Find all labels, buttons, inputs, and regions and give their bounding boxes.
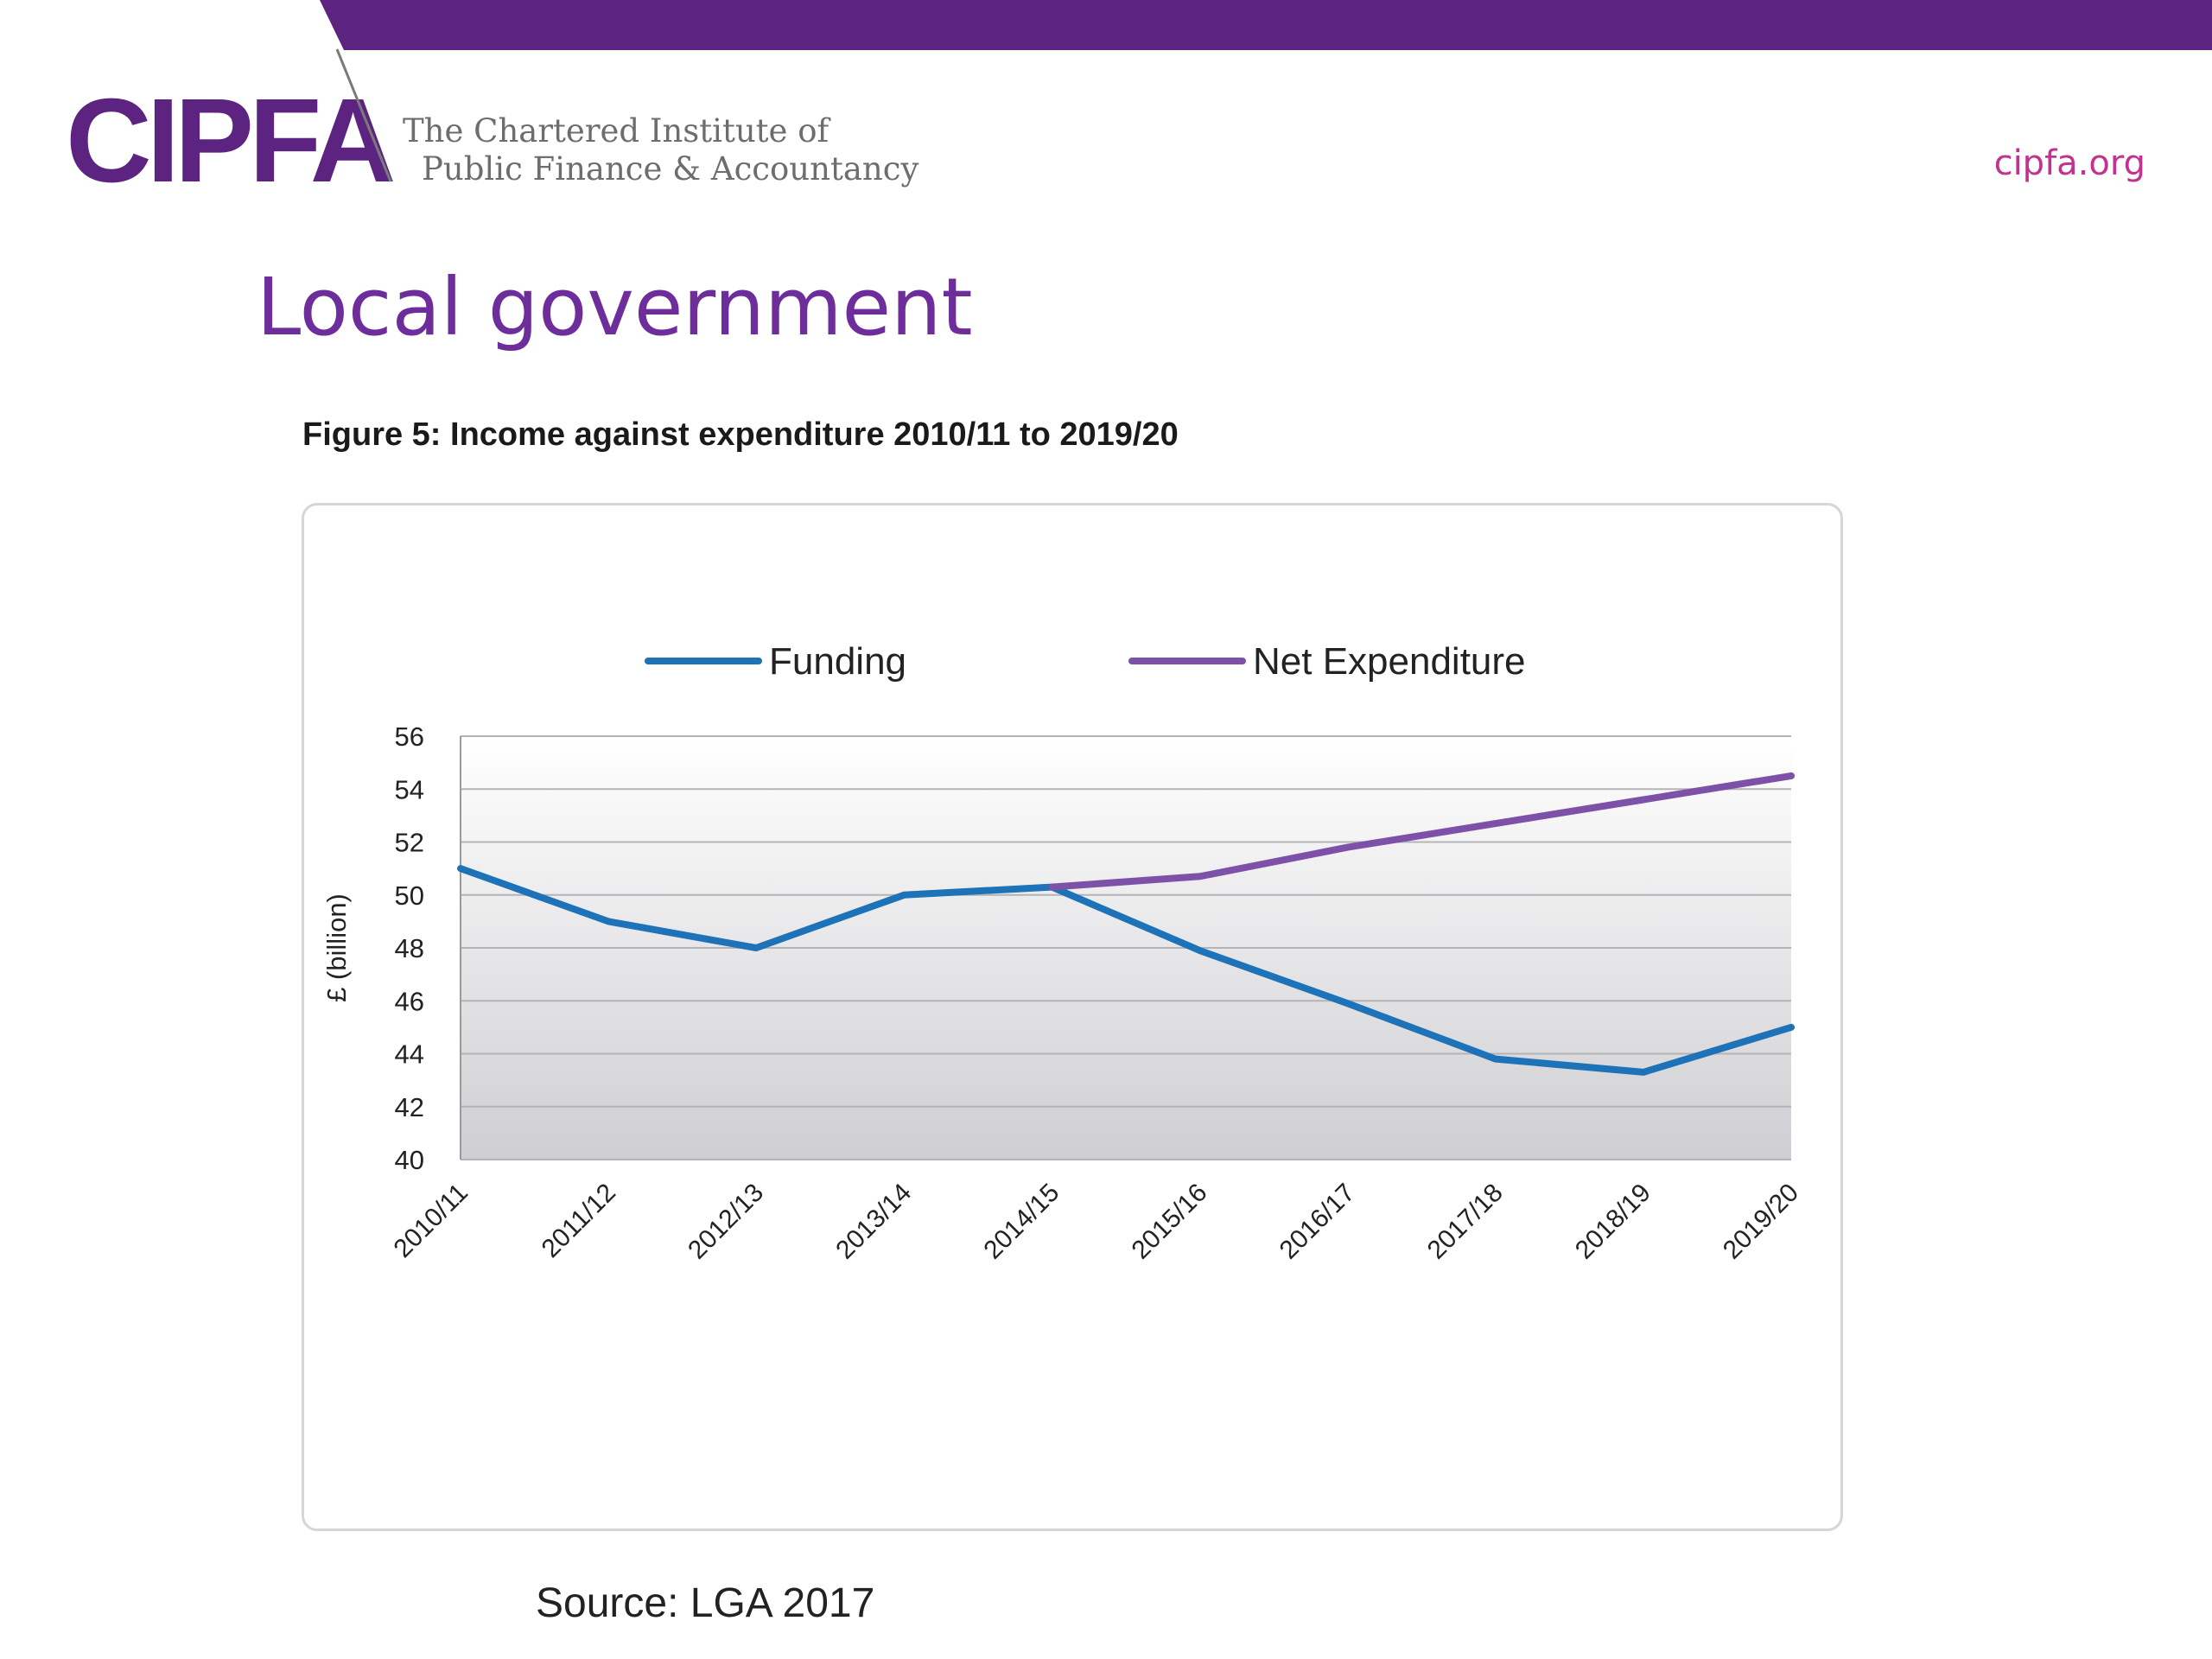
legend-label: Funding bbox=[769, 640, 906, 683]
y-tick-label: 42 bbox=[395, 1092, 424, 1122]
source-note: Source: LGA 2017 bbox=[536, 1580, 875, 1626]
y-tick-label: 40 bbox=[395, 1145, 424, 1175]
figure-caption: Figure 5: Income against expenditure 201… bbox=[302, 416, 1179, 453]
y-tick-label: 50 bbox=[395, 880, 424, 911]
x-axis-ticks: 2010/11 2011/12 2012/13 2013/14 2014/15 2015/… bbox=[389, 1179, 1804, 1265]
legend: Funding Net Expenditure bbox=[645, 640, 1526, 683]
legend-label: Net Expenditure bbox=[1253, 640, 1526, 683]
x-tick-label: 2017/18 bbox=[1422, 1179, 1509, 1265]
y-axis-ticks: 40 42 44 46 48 50 52 54 56 bbox=[395, 721, 424, 1175]
x-tick-label: 2010/11 bbox=[389, 1179, 474, 1263]
x-tick-label: 2011/12 bbox=[537, 1179, 621, 1263]
cipfa-logo[interactable]: CIPFA bbox=[66, 74, 396, 207]
y-tick-label: 44 bbox=[395, 1039, 424, 1070]
y-tick-label: 46 bbox=[395, 986, 424, 1016]
cipfa-site-link[interactable]: cipfa.org bbox=[1993, 143, 2145, 183]
y-axis-label: £ (billion) bbox=[321, 893, 352, 1002]
series-line-1 bbox=[1048, 772, 1795, 891]
x-tick-label: 2018/19 bbox=[1570, 1179, 1656, 1265]
x-tick-label: 2014/15 bbox=[978, 1179, 1065, 1265]
series-lines bbox=[457, 772, 1795, 1076]
tagline-line-1: The Chartered Institute of bbox=[403, 112, 830, 149]
slide-title: Local government bbox=[257, 261, 973, 353]
top-banner bbox=[320, 0, 2212, 50]
banner-shape bbox=[320, 0, 2212, 50]
series-line-0 bbox=[457, 865, 1795, 1076]
logo-divider bbox=[335, 48, 392, 182]
y-tick-label: 48 bbox=[395, 933, 424, 963]
y-tick-label: 52 bbox=[395, 828, 424, 858]
x-tick-label: 2015/16 bbox=[1126, 1179, 1212, 1265]
logo-tagline: The Chartered Institute of Public Financ… bbox=[403, 112, 918, 188]
tagline-line-2: Public Finance & Accountancy bbox=[422, 150, 919, 188]
y-tick-label: 54 bbox=[395, 774, 424, 804]
x-tick-label: 2019/20 bbox=[1718, 1179, 1804, 1265]
gridlines bbox=[460, 735, 1791, 1160]
y-tick-label: 56 bbox=[395, 721, 424, 752]
x-tick-label: 2012/13 bbox=[683, 1179, 769, 1265]
x-tick-label: 2013/14 bbox=[830, 1179, 917, 1265]
x-tick-label: 2016/17 bbox=[1274, 1179, 1361, 1265]
